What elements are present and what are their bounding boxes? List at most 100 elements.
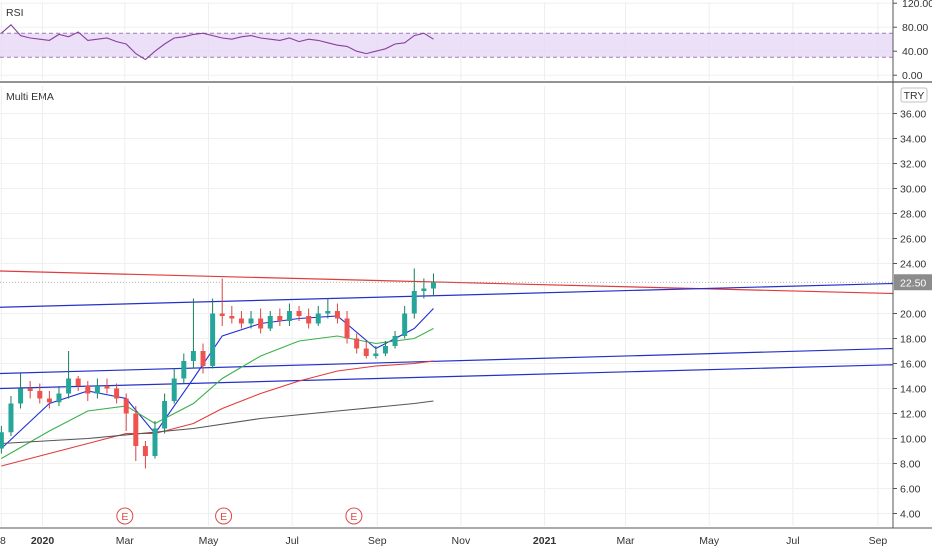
candle-body[interactable] — [104, 386, 110, 389]
time-tick-label: Nov — [452, 535, 471, 547]
candle-body[interactable] — [66, 378, 72, 394]
candle-body[interactable] — [325, 311, 331, 314]
candle-body[interactable] — [430, 282, 436, 289]
price-tick-label: 14.00 — [900, 384, 926, 396]
time-tick-label: Mar — [616, 535, 635, 547]
candle-body[interactable] — [306, 316, 312, 324]
price-tick-label: 34.00 — [900, 134, 926, 146]
trendline-3[interactable] — [0, 347, 894, 375]
time-tick-label: Mar — [116, 535, 135, 547]
candle-body[interactable] — [181, 361, 187, 379]
candle-body[interactable] — [363, 348, 369, 357]
time-tick-label: 2021 — [533, 535, 557, 547]
price-tick-label: 10.00 — [900, 434, 926, 446]
candle-body[interactable] — [286, 311, 292, 321]
rsi-tick-label: 0.00 — [902, 70, 923, 82]
price-tick-label: 16.00 — [900, 359, 926, 371]
time-tick-label: Jul — [285, 535, 298, 547]
candle-body[interactable] — [354, 338, 360, 349]
trendline-1[interactable] — [0, 270, 894, 295]
candle-body[interactable] — [219, 313, 225, 317]
candle-body[interactable] — [296, 311, 302, 316]
candle-body[interactable] — [85, 386, 91, 394]
ema-line-2[interactable] — [1, 328, 434, 459]
price-tick-label: 30.00 — [900, 184, 926, 196]
candle-body[interactable] — [94, 386, 100, 394]
candle-body[interactable] — [382, 346, 388, 354]
candle-body[interactable] — [229, 316, 235, 319]
candle-body[interactable] — [27, 388, 33, 392]
price-tick-label: 32.00 — [900, 159, 926, 171]
rsi-band — [0, 33, 893, 58]
rsi-tick-label: 40.00 — [902, 46, 928, 58]
candle-body[interactable] — [258, 318, 264, 329]
candle-body[interactable] — [56, 393, 62, 403]
candle-body[interactable] — [411, 291, 417, 314]
earnings-marker[interactable] — [116, 507, 134, 525]
candle-body[interactable] — [200, 351, 206, 366]
candle-body[interactable] — [421, 288, 427, 292]
candle-body[interactable] — [402, 313, 408, 337]
candle-body[interactable] — [8, 403, 14, 433]
rsi-tick-label: 120.00 — [902, 0, 932, 10]
candle-body[interactable] — [190, 351, 196, 361]
time-tick-label: May — [699, 535, 720, 547]
time-tick-label: May — [199, 535, 220, 547]
time-axis[interactable]: 8 2020 Mar May Jul Sep Nov 2021 Mar May Jul Sep — [0, 535, 887, 547]
price-tick-label: 20.00 — [900, 309, 926, 321]
rsi-tick-label: 80.00 — [902, 22, 928, 34]
price-tick-label: 4.00 — [900, 509, 921, 521]
price-tick-label: 28.00 — [900, 209, 926, 221]
candle-body[interactable] — [267, 316, 273, 329]
candle-body[interactable] — [392, 336, 398, 346]
candle-body[interactable] — [373, 353, 379, 357]
candle-body[interactable] — [248, 318, 254, 324]
price-tick-label: 26.00 — [900, 234, 926, 246]
candle-body[interactable] — [37, 391, 43, 399]
currency-badge-label: TRY — [904, 90, 925, 102]
earnings-marker-label: E — [121, 511, 128, 523]
time-tick-label: Sep — [869, 535, 888, 547]
price-tick-label: 8.00 — [900, 459, 921, 471]
price-tick-label: 36.00 — [900, 109, 926, 121]
price-tick-label: 6.00 — [900, 484, 921, 496]
candle-body[interactable] — [344, 318, 350, 339]
earnings-marker-label: E — [220, 511, 227, 523]
price-tick-label: 12.00 — [900, 409, 926, 421]
candle-body[interactable] — [114, 388, 120, 399]
price-tick-label: 18.00 — [900, 334, 926, 346]
candle-body[interactable] — [18, 388, 24, 404]
candle-body[interactable] — [123, 398, 129, 414]
rsi-pane[interactable]: RSI — [0, 2, 893, 80]
candle-body[interactable] — [238, 318, 244, 324]
trendline-4[interactable] — [0, 364, 894, 390]
candle-body[interactable] — [162, 401, 168, 429]
time-tick-label: Jul — [786, 535, 799, 547]
trendline-2[interactable] — [0, 282, 894, 308]
rsi-series-line[interactable] — [1, 24, 434, 61]
earnings-marker[interactable] — [345, 507, 363, 525]
currency-badge[interactable]: TRY — [900, 87, 928, 103]
time-tick-label: 8 — [0, 535, 6, 547]
candle-body[interactable] — [133, 413, 139, 447]
ema-line-4[interactable] — [1, 400, 434, 445]
last-price-box — [894, 274, 932, 291]
candle-body[interactable] — [315, 313, 321, 324]
candle-body[interactable] — [334, 311, 340, 319]
candle-body[interactable] — [142, 446, 148, 456]
price-pane[interactable]: Multi EMA E E E — [0, 86, 894, 526]
candle-body[interactable] — [210, 313, 216, 367]
time-tick-label: 2020 — [31, 535, 55, 547]
earnings-marker[interactable] — [215, 507, 233, 525]
price-tick-label: 24.00 — [900, 259, 926, 271]
candle-body[interactable] — [46, 398, 52, 403]
candle-body[interactable] — [152, 428, 158, 457]
candle-body[interactable] — [75, 378, 81, 387]
price-axis[interactable]: 120.00 80.00 40.00 0.00 36.00 34.00 32.00 30.00… — [893, 0, 932, 521]
candle-body[interactable] — [171, 378, 177, 402]
candle-body[interactable] — [0, 432, 4, 449]
last-price-label: 22.50 — [900, 277, 926, 289]
candle-body[interactable] — [277, 316, 283, 321]
rsi-title: RSI — [6, 7, 24, 19]
